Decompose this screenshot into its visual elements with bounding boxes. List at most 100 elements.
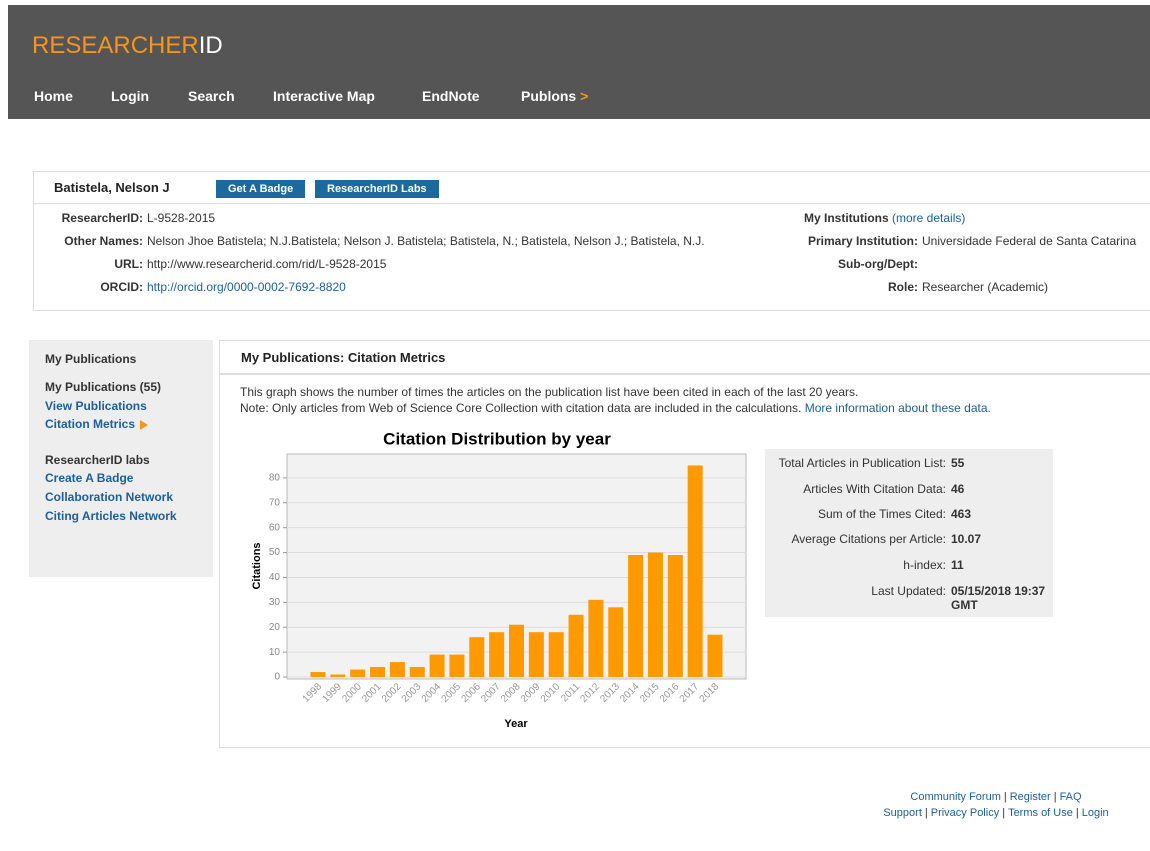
sidebar-link[interactable]: Create A Badge — [45, 471, 134, 485]
main-panel — [219, 340, 1150, 748]
footer-link[interactable]: FAQ — [1059, 791, 1082, 803]
stat-label: Articles With Citation Data: — [803, 482, 946, 496]
nav-link[interactable]: Publons > — [521, 88, 588, 104]
sidebar-heading: My Publications — [45, 352, 137, 366]
label: My Institutions — [804, 211, 889, 225]
arrow-icon — [140, 420, 148, 430]
footer-link[interactable]: Support — [883, 807, 922, 819]
x-tick-label: 1999 — [320, 681, 344, 705]
sidebar-link[interactable]: Citation Metrics — [45, 417, 136, 431]
profile-box — [33, 171, 1150, 311]
sidebar-heading: ResearcherID labs — [45, 453, 150, 467]
stat-value: 11 — [951, 558, 964, 572]
stat-value: 463 — [951, 507, 972, 521]
y-tick-label: 10 — [269, 647, 281, 658]
sidebar — [29, 340, 213, 577]
footer-line: Community Forum | Register | FAQ — [860, 791, 1132, 803]
bar — [568, 614, 584, 677]
x-tick-label: 2009 — [519, 681, 543, 705]
bar — [370, 667, 386, 677]
bar — [350, 669, 366, 677]
sidebar-link[interactable]: Citing Articles Network — [45, 509, 177, 523]
stat-value: 10.07 — [951, 532, 982, 546]
stat-label: Last Updated: — [871, 584, 946, 598]
stat-value: 46 — [951, 482, 965, 496]
bar — [469, 637, 485, 677]
y-tick-label: 40 — [269, 572, 281, 583]
field-label: ResearcherID: — [61, 211, 143, 225]
separator: | — [1002, 807, 1006, 819]
note-text: Note: Only articles from Web of Science … — [240, 401, 802, 415]
separator: | — [924, 807, 928, 819]
x-axis-label: Year — [504, 718, 528, 730]
bar — [628, 555, 644, 677]
y-tick-label: 50 — [269, 547, 281, 558]
x-tick-label: 2011 — [559, 681, 582, 704]
x-tick-label: 2001 — [360, 681, 384, 705]
x-tick-label: 2018 — [698, 681, 722, 705]
bar — [608, 607, 624, 677]
y-tick-label: 80 — [269, 473, 281, 484]
profile-name: Batistela, Nelson J — [54, 180, 170, 195]
footer-link[interactable]: Register — [1009, 791, 1051, 803]
field-value: Universidade Federal de Santa Catarina — [922, 234, 1137, 248]
bar — [588, 599, 604, 677]
bar — [687, 465, 703, 677]
field-value: http://www.researcherid.com/rid/L-9528-2… — [147, 257, 387, 271]
x-tick-label: 2008 — [499, 681, 523, 705]
field-value[interactable]: http://orcid.org/0000-0002-7692-8820 — [147, 280, 346, 294]
separator: | — [1053, 791, 1057, 803]
x-tick-label: 2003 — [400, 681, 424, 705]
nav-link[interactable]: Home — [34, 88, 73, 104]
separator: | — [1075, 807, 1079, 819]
y-tick-label: 0 — [274, 672, 280, 683]
field-label: Primary Institution: — [807, 234, 918, 248]
nav-link[interactable]: Login — [111, 88, 150, 104]
x-tick-label: 2006 — [459, 681, 483, 705]
bar — [429, 654, 445, 677]
nav-link[interactable]: Search — [188, 88, 235, 104]
bar — [509, 624, 524, 677]
nav-link[interactable]: Interactive Map — [273, 88, 375, 104]
footer-link[interactable]: Terms of Use — [1008, 807, 1073, 819]
button[interactable]: ResearcherID Labs — [315, 180, 439, 198]
bar — [548, 632, 564, 677]
link[interactable]: (more details) — [892, 211, 966, 225]
main-heading: My Publications: Citation Metrics — [241, 350, 446, 365]
field-label: Sub-org/Dept: — [838, 257, 918, 271]
bar — [528, 632, 544, 677]
logo-main: RESEARCHER — [32, 32, 199, 59]
x-tick-label: 2017 — [678, 681, 702, 705]
bar — [667, 555, 683, 677]
bar — [707, 634, 723, 677]
y-tick-label: 70 — [269, 497, 281, 508]
field-value: Nelson Jhoe Batistela; N.J.Batistela; Ne… — [147, 234, 705, 248]
footer-line: Support | Privacy Policy | Terms of Use | Logi… — [860, 807, 1132, 819]
footer-link[interactable]: Privacy Policy — [930, 807, 1000, 819]
stat-value: 55 — [951, 456, 965, 470]
bar — [449, 654, 465, 677]
bar — [489, 632, 505, 677]
logo[interactable]: RESEARCHERID — [32, 32, 223, 60]
link[interactable]: More information about these data. — [804, 401, 991, 415]
x-tick-label: 2004 — [420, 681, 444, 705]
bar — [647, 552, 663, 677]
sidebar-link[interactable]: Collaboration Network — [45, 490, 174, 504]
field-label: Other Names: — [64, 234, 143, 248]
note: Note: Only articles from Web of Science … — [240, 401, 991, 415]
chart-title: Citation Distribution by year — [383, 429, 611, 448]
button[interactable]: Get A Badge — [216, 180, 306, 198]
x-tick-label: 1998 — [301, 681, 325, 705]
footer-link[interactable]: Community Forum — [910, 791, 1001, 803]
main-header — [220, 341, 1150, 375]
footer-link[interactable]: Login — [1081, 807, 1109, 819]
bar — [310, 672, 326, 677]
sidebar-link[interactable]: View Publications — [45, 399, 147, 413]
nav-link[interactable]: EndNote — [422, 88, 480, 104]
stat-label: Average Citations per Article: — [791, 532, 946, 546]
stat-label: Total Articles in Publication List: — [778, 456, 946, 470]
x-tick-label: 2005 — [440, 681, 464, 705]
nav-text: Publons — [521, 88, 577, 104]
x-tick-label: 2013 — [598, 681, 622, 705]
